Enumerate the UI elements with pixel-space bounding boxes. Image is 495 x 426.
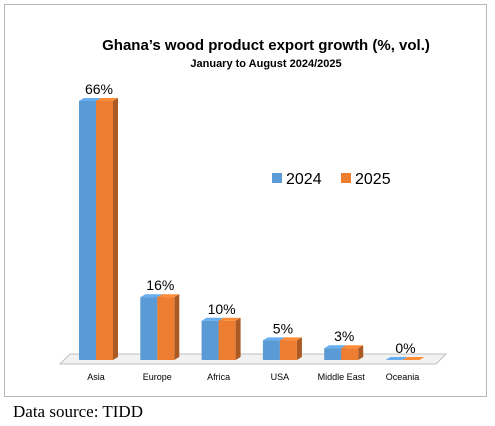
category-label-asia: Asia: [87, 372, 105, 382]
category-label-europe: Europe: [143, 372, 172, 382]
legend-swatch-2025: [341, 173, 351, 183]
category-label-usa: USA: [271, 372, 290, 382]
data-label-asia: 66%: [85, 81, 113, 97]
bar-africa-2025: [218, 317, 241, 360]
bar-group: [79, 98, 425, 360]
data-label-africa: 10%: [208, 301, 236, 317]
data-source-note: Data source: TIDD: [13, 402, 143, 421]
data-label-middle-east: 3%: [334, 328, 354, 344]
data-label-usa: 5%: [273, 320, 293, 336]
bar-europe-2025: [157, 294, 180, 360]
data-label-group: 66% 16% 10% 5% 3% 0%: [85, 81, 416, 356]
bar-oceania-2025: [402, 357, 425, 360]
category-label-oceania: Oceania: [386, 372, 420, 382]
category-label-africa: Africa: [207, 372, 230, 382]
legend-item-2025: 2025: [341, 171, 391, 188]
bar-asia-2025: [96, 98, 118, 360]
legend: 2024 2025: [272, 171, 391, 188]
data-label-europe: 16%: [146, 277, 174, 293]
bar-oceania-2024: [385, 357, 408, 360]
chart-title: Ghana’s wood product export growth (%, v…: [102, 37, 430, 54]
category-label-group: Asia Europe Africa USA Middle East Oceania: [87, 372, 419, 382]
data-label-oceania: 0%: [395, 340, 415, 356]
legend-swatch-2024: [272, 173, 282, 183]
legend-label-2024: 2024: [286, 171, 322, 188]
chart-subtitle: January to August 2024/2025: [190, 58, 341, 70]
legend-label-2025: 2025: [355, 171, 391, 188]
category-label-middle-east: Middle East: [318, 372, 366, 382]
legend-item-2024: 2024: [272, 171, 322, 188]
export-growth-chart: Ghana’s wood product export growth (%, v…: [58, 37, 448, 382]
bar-usa-2025: [279, 337, 302, 360]
bar-middle-east-2025: [341, 345, 364, 360]
